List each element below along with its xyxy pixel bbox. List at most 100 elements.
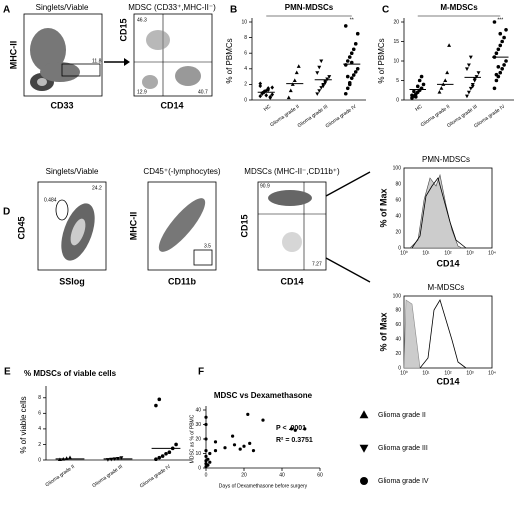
histogram-curve <box>409 173 463 249</box>
histogram-curve <box>411 177 467 249</box>
legend-label: Glioma grade II <box>378 412 426 419</box>
plot-title: Singlets/Viable <box>36 3 89 12</box>
x-tick-label: 40 <box>279 472 285 478</box>
point <box>345 74 350 79</box>
cell-population <box>268 190 312 206</box>
quadrant-value: 40.7 <box>198 89 208 95</box>
x-tick-label: 10² <box>444 370 452 376</box>
point <box>349 76 354 80</box>
point <box>349 51 354 55</box>
point <box>231 434 235 438</box>
y-tick-label: 0 <box>244 97 247 103</box>
point <box>351 47 356 52</box>
point <box>494 51 499 55</box>
x-tick-label: 10⁰ <box>400 370 408 376</box>
panel-letter: C <box>382 5 389 16</box>
point <box>206 457 210 461</box>
histogram-curve <box>403 299 421 369</box>
panel-a: A Singlets/Viable 11.8 MHC-II CD33 MDSC … <box>3 3 216 110</box>
point <box>496 65 501 69</box>
gate-value: 7.27 <box>312 261 322 267</box>
point <box>248 441 252 445</box>
point <box>289 427 294 431</box>
point <box>238 447 242 451</box>
x-tick-label: HC <box>414 104 424 113</box>
gate-value: 0.484 <box>44 197 57 203</box>
y-tick-label: 6 <box>244 51 247 57</box>
point <box>437 90 442 94</box>
point <box>296 64 301 68</box>
y-tick-label: 0 <box>396 97 399 103</box>
cell-population <box>30 28 66 72</box>
point <box>319 86 324 90</box>
point <box>414 95 418 99</box>
y-tick-label: 2 <box>244 82 247 88</box>
point <box>270 92 275 97</box>
x-tick-label: Glioma grade IV <box>325 103 359 129</box>
point <box>157 455 162 460</box>
point <box>258 83 263 89</box>
point <box>476 71 481 75</box>
gate <box>61 63 101 77</box>
point <box>470 84 475 89</box>
arrow <box>325 171 371 197</box>
legend-marker <box>360 477 368 485</box>
point <box>421 82 426 87</box>
y-tick-label: 0 <box>198 465 201 471</box>
y-label: % of Max <box>378 312 388 351</box>
point <box>204 454 208 458</box>
point <box>246 412 250 416</box>
point <box>347 82 352 87</box>
point <box>494 78 499 83</box>
significance-label: ** <box>350 17 354 23</box>
y-tick-label: 20 <box>395 351 401 357</box>
point <box>68 455 72 460</box>
x-label: CD14 <box>436 258 459 268</box>
point <box>208 451 212 456</box>
y-tick-label: 60 <box>395 322 401 328</box>
point <box>466 63 471 68</box>
point <box>317 65 322 70</box>
point <box>468 86 473 91</box>
y-label: MHC-II <box>128 212 138 241</box>
y-tick-label: 20 <box>195 436 201 442</box>
point <box>500 67 504 71</box>
legend-marker <box>359 444 369 453</box>
y-tick-label: 6 <box>38 411 41 417</box>
legend-marker <box>359 410 369 419</box>
point <box>223 446 227 450</box>
point <box>498 43 503 48</box>
y-tick-label: 0 <box>398 245 401 251</box>
point <box>470 82 475 87</box>
point <box>206 463 210 467</box>
point <box>419 74 424 79</box>
plot-title: M-MDSCs <box>428 283 465 292</box>
y-tick-label: 30 <box>195 422 201 428</box>
x-tick-label: 10⁴ <box>488 250 496 256</box>
plot-title: Singlets/Viable <box>46 167 99 176</box>
x-tick-label: Glioma grade IV <box>473 103 507 129</box>
point <box>154 457 158 462</box>
y-tick-label: 5 <box>396 78 399 84</box>
plot-title: MDSCs (MHC-II⁻,CD11b⁺) <box>244 167 340 176</box>
point <box>415 84 420 89</box>
point <box>321 84 326 89</box>
legend-label: Glioma grade III <box>378 445 428 452</box>
point <box>464 94 469 99</box>
point <box>204 415 208 419</box>
panel-letter: F <box>198 367 204 378</box>
point <box>154 403 158 408</box>
point <box>447 43 452 47</box>
x-tick-label: Glioma grade III <box>91 464 124 489</box>
point <box>502 35 506 40</box>
point <box>232 443 237 447</box>
x-tick-label: 10³ <box>466 370 474 376</box>
y-tick-label: 4 <box>38 426 41 432</box>
y-tick-label: 60 <box>395 197 401 203</box>
chart-title: M-MDSCs <box>440 3 478 12</box>
y-label: MHC-II <box>8 41 18 70</box>
point <box>160 454 165 458</box>
point <box>286 95 291 100</box>
quadrant-value: 46.3 <box>137 17 147 23</box>
y-tick-label: 0 <box>38 457 41 463</box>
